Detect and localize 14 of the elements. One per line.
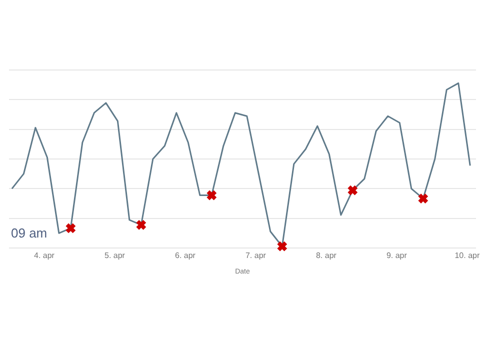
x-tick-label: 7. apr (245, 251, 266, 260)
x-tick-label: 4. apr (34, 251, 55, 260)
x-tick-label: 9. apr (386, 251, 408, 260)
point (65, 222, 76, 234)
point (347, 184, 358, 196)
x-tick-label: 10. apr (454, 251, 480, 260)
x-tick-label: 5. apr (104, 251, 126, 260)
point (206, 190, 218, 201)
point (418, 193, 429, 204)
point (276, 240, 288, 252)
x-tick-label: 6. apr (174, 251, 196, 260)
annotation: 09 am (11, 226, 48, 241)
point (136, 219, 147, 230)
x-tick-label: 8. apr (316, 251, 337, 260)
